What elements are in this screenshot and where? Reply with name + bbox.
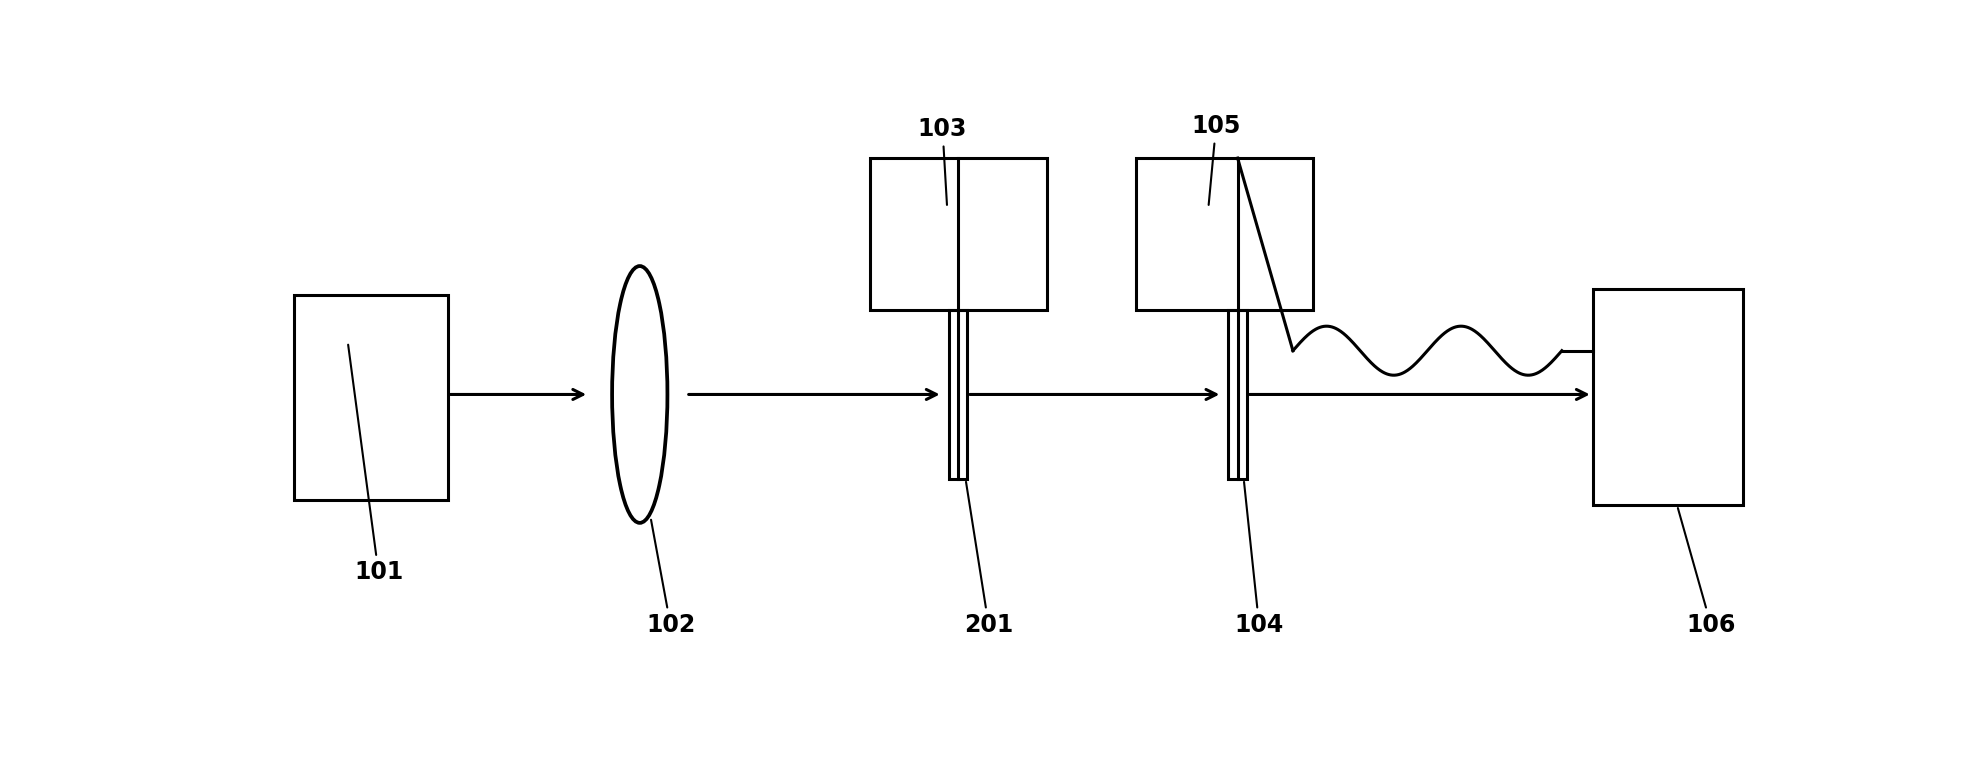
Text: 105: 105 bbox=[1191, 114, 1241, 205]
Text: 103: 103 bbox=[918, 117, 967, 205]
Bar bbox=[293, 296, 448, 500]
Bar bbox=[1227, 310, 1247, 479]
Bar bbox=[1592, 290, 1742, 506]
Text: 102: 102 bbox=[646, 520, 696, 637]
Text: 104: 104 bbox=[1235, 482, 1282, 637]
Text: 106: 106 bbox=[1677, 508, 1734, 637]
Text: 101: 101 bbox=[349, 345, 402, 584]
Bar bbox=[1136, 158, 1312, 310]
Bar bbox=[870, 158, 1046, 310]
Ellipse shape bbox=[612, 266, 668, 523]
Text: 201: 201 bbox=[963, 482, 1013, 637]
Bar bbox=[947, 310, 967, 479]
